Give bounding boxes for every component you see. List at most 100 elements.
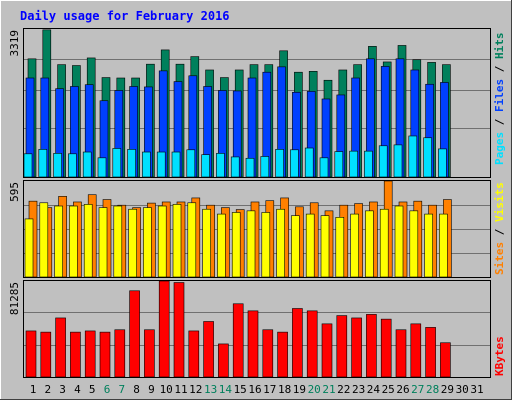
pages-bar bbox=[290, 149, 299, 178]
pages-bar bbox=[364, 150, 373, 178]
x-tick-label: 19 bbox=[293, 383, 306, 396]
x-tick-label: 5 bbox=[89, 383, 96, 396]
panel-3-bars bbox=[24, 280, 490, 378]
kbytes-bar bbox=[70, 331, 81, 378]
pages-bar bbox=[334, 151, 344, 178]
legend-sep-1: / bbox=[493, 112, 506, 132]
visits-bar bbox=[379, 208, 389, 278]
visits-bar bbox=[217, 213, 226, 278]
x-tick-label: 31 bbox=[470, 383, 483, 396]
x-tick-label: 29 bbox=[441, 383, 454, 396]
kbytes-bar bbox=[114, 329, 126, 378]
kbytes-bar bbox=[188, 330, 200, 378]
visits-bar bbox=[320, 215, 330, 278]
kbytes-bar bbox=[84, 330, 96, 378]
visits-bar bbox=[128, 208, 137, 278]
legend-files: Files bbox=[493, 79, 506, 112]
kbytes-bar bbox=[25, 330, 37, 378]
kbytes-bar bbox=[321, 323, 333, 378]
kbytes-bar bbox=[55, 317, 66, 378]
visits-bar bbox=[409, 210, 419, 278]
visits-bar bbox=[394, 205, 404, 278]
legend-sep-3: / bbox=[493, 222, 506, 242]
visits-bar bbox=[350, 213, 359, 278]
kbytes-bar bbox=[306, 310, 318, 378]
pages-bar bbox=[53, 153, 62, 178]
x-tick-label: 2 bbox=[44, 383, 51, 396]
visits-bar bbox=[246, 210, 256, 278]
visits-bar bbox=[157, 205, 167, 278]
visits-bar bbox=[276, 208, 285, 278]
x-tick-label: 7 bbox=[118, 383, 125, 396]
pages-bar bbox=[319, 157, 329, 178]
pages-bar bbox=[142, 151, 151, 178]
pages-bar bbox=[378, 145, 388, 178]
panel-visits-sites bbox=[23, 180, 491, 278]
x-tick-label: 18 bbox=[278, 383, 291, 396]
pages-bar bbox=[156, 151, 166, 178]
kbytes-bar bbox=[173, 282, 185, 378]
kbytes-bar bbox=[366, 314, 377, 378]
visits-bar bbox=[24, 218, 34, 278]
pages-bar bbox=[438, 148, 447, 178]
pages-bar bbox=[393, 144, 403, 178]
kbytes-bar bbox=[351, 317, 362, 378]
pages-bar bbox=[171, 151, 181, 178]
x-tick-label: 1 bbox=[30, 383, 37, 396]
visits-bar bbox=[39, 202, 49, 278]
kbytes-bar bbox=[232, 303, 244, 378]
right-legend-3: KBytes bbox=[493, 336, 506, 376]
visits-bar bbox=[439, 213, 448, 278]
ymax-label-1: 3319 bbox=[8, 30, 21, 57]
kbytes-bar bbox=[203, 321, 214, 378]
pages-bar bbox=[245, 157, 255, 178]
x-tick-label: 23 bbox=[352, 383, 365, 396]
panel-hits-files-pages bbox=[23, 28, 491, 178]
visits-bar bbox=[143, 207, 152, 278]
kbytes-bar bbox=[262, 329, 274, 378]
pages-bar bbox=[127, 149, 136, 178]
legend-visits: Visits bbox=[493, 182, 506, 222]
visits-bar bbox=[83, 204, 93, 278]
kbytes-bar bbox=[410, 323, 422, 378]
kbytes-bar bbox=[40, 331, 52, 378]
kbytes-bar bbox=[380, 318, 392, 378]
legend-sep-2: / bbox=[493, 59, 506, 79]
visits-bar bbox=[54, 205, 63, 278]
x-tick-label: 25 bbox=[382, 383, 395, 396]
x-tick-label: 24 bbox=[367, 383, 381, 396]
panel-1-bars bbox=[23, 29, 490, 178]
x-axis-labels: 1 2 3 4 5 6 7 8 9 10 11 12 13 14 15 16 17 18 19 20 21 22 23 24 2… bbox=[30, 383, 484, 396]
pages-bar bbox=[38, 149, 48, 178]
x-tick-label: 28 bbox=[426, 383, 439, 396]
visits-bar bbox=[291, 215, 300, 278]
x-tick-label: 9 bbox=[148, 383, 155, 396]
kbytes-bar bbox=[129, 290, 140, 378]
visits-bar bbox=[365, 210, 374, 278]
ymax-label-3: 81285 bbox=[8, 282, 21, 315]
chart-title: Daily usage for February 2016 bbox=[20, 9, 230, 23]
x-tick-label: 20 bbox=[308, 383, 321, 396]
pages-bar bbox=[112, 148, 122, 178]
x-tick-label: 26 bbox=[396, 383, 409, 396]
x-tick-label: 22 bbox=[337, 383, 350, 396]
x-tick-label: 8 bbox=[133, 383, 140, 396]
right-legend-1: Pages / Files / Hits bbox=[493, 33, 506, 166]
kbytes-bar bbox=[247, 310, 259, 378]
pages-bar bbox=[186, 149, 196, 178]
pages-bar bbox=[23, 153, 33, 178]
visits-bar bbox=[187, 202, 197, 278]
visits-bar bbox=[98, 207, 108, 278]
pages-bar bbox=[201, 154, 210, 178]
kbytes-bar bbox=[292, 308, 303, 378]
pages-bar bbox=[82, 151, 92, 178]
visits-bar bbox=[231, 212, 241, 278]
kbytes-bar bbox=[440, 342, 451, 378]
x-tick-label: 15 bbox=[234, 383, 247, 396]
x-tick-label: 13 bbox=[204, 383, 217, 396]
pages-bar bbox=[230, 156, 240, 178]
x-tick-label: 4 bbox=[74, 383, 81, 396]
kbytes-bar bbox=[144, 329, 155, 378]
pages-bar bbox=[275, 149, 284, 178]
visits-bar bbox=[69, 205, 78, 278]
